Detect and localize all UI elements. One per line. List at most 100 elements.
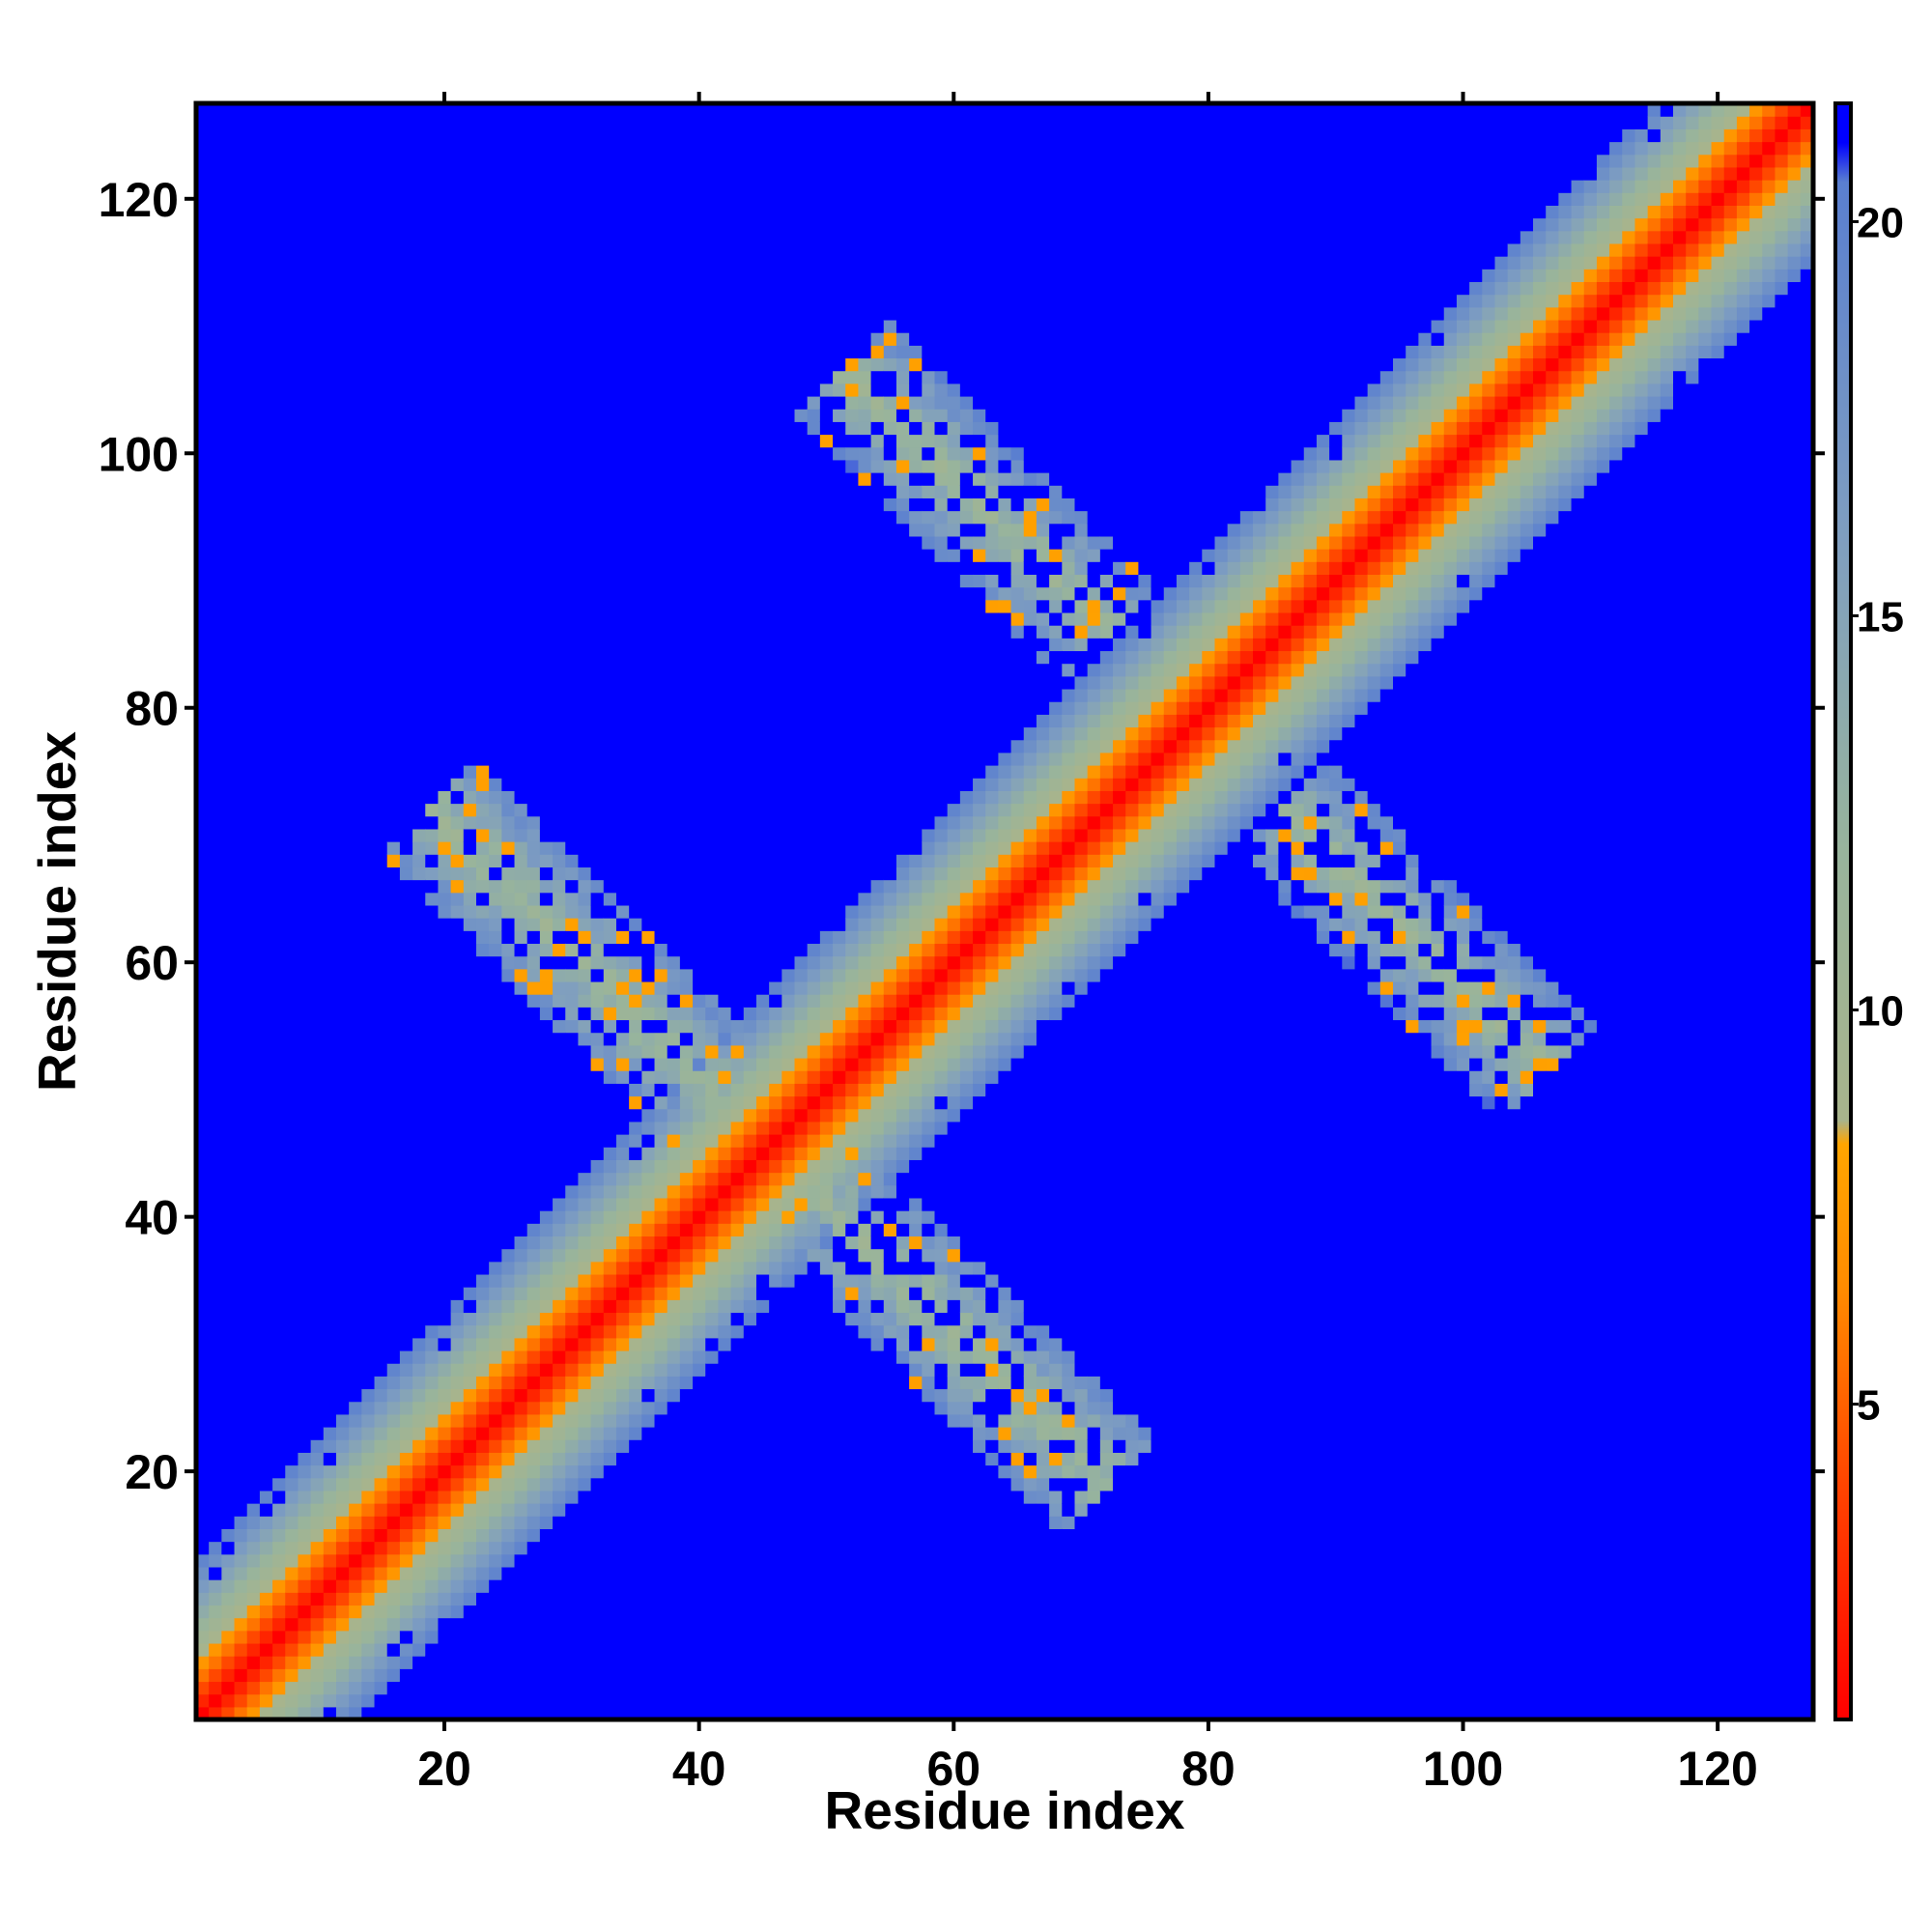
heatmap-cell	[399, 1299, 413, 1314]
heatmap-cell	[310, 1337, 325, 1351]
heatmap-cell	[425, 688, 440, 702]
heatmap-cell	[209, 306, 222, 321]
heatmap-cell	[539, 1223, 554, 1237]
heatmap-cell	[667, 154, 681, 168]
heatmap-cell	[514, 1605, 528, 1619]
heatmap-cell	[298, 1236, 312, 1250]
heatmap-cell	[259, 1210, 273, 1224]
heatmap-cell	[361, 815, 376, 830]
heatmap-cell	[209, 497, 222, 512]
heatmap-cell	[209, 1452, 222, 1466]
heatmap-cell	[209, 663, 222, 677]
heatmap-cell	[514, 980, 528, 995]
heatmap-cell	[221, 116, 236, 129]
heatmap-cell	[323, 955, 337, 970]
heatmap-cell	[412, 675, 426, 690]
heatmap-cell	[578, 918, 592, 931]
heatmap-cell	[475, 1057, 490, 1071]
heatmap-cell	[335, 1642, 350, 1657]
heatmap-cell	[246, 1261, 261, 1275]
heatmap-cell	[667, 1057, 681, 1071]
heatmap-cell	[234, 752, 248, 766]
heatmap-cell	[578, 1617, 592, 1632]
heatmap-cell	[386, 1706, 401, 1720]
heatmap-cell	[590, 1363, 605, 1377]
heatmap-cell	[335, 1299, 350, 1314]
heatmap-cell	[259, 1528, 273, 1543]
heatmap-cell	[196, 968, 210, 982]
heatmap-cell	[285, 1095, 299, 1110]
heatmap-cell	[425, 1681, 440, 1695]
heatmap-cell	[425, 1210, 440, 1224]
heatmap-cell	[553, 485, 566, 498]
heatmap-cell	[335, 1452, 350, 1466]
heatmap-cell	[641, 778, 656, 791]
heatmap-cell	[667, 357, 681, 372]
heatmap-cell	[285, 549, 299, 562]
heatmap-cell	[679, 1388, 694, 1403]
heatmap-cell	[526, 1681, 541, 1695]
heatmap-cell	[578, 116, 592, 129]
heatmap-cell	[221, 867, 236, 881]
heatmap-cell	[272, 1413, 286, 1428]
heatmap-cell	[475, 1427, 490, 1440]
heatmap-cell	[463, 1668, 477, 1683]
heatmap-cell	[450, 269, 465, 283]
heatmap-cell	[349, 611, 362, 626]
heatmap-cell	[489, 1273, 502, 1288]
heatmap-cell	[578, 574, 592, 588]
heatmap-cell	[641, 638, 656, 652]
heatmap-cell	[629, 663, 642, 677]
heatmap-cell	[285, 242, 299, 257]
heatmap-cell	[615, 778, 630, 791]
heatmap-cell	[501, 892, 516, 906]
heatmap-cell	[335, 1210, 350, 1224]
heatmap-cell	[526, 154, 541, 168]
heatmap-cell	[234, 523, 248, 537]
heatmap-cell	[489, 1706, 502, 1720]
heatmap-cell	[335, 409, 350, 422]
heatmap-cell	[438, 1299, 452, 1314]
heatmap-cell	[335, 688, 350, 702]
heatmap-cell	[578, 1248, 592, 1263]
heatmap-cell	[463, 980, 477, 995]
heatmap-cell	[399, 306, 413, 321]
heatmap-cell	[615, 828, 630, 842]
heatmap-cell	[259, 370, 273, 384]
heatmap-cell	[386, 1134, 401, 1148]
heatmap-cell	[221, 166, 236, 181]
heatmap-cell	[603, 675, 617, 690]
heatmap-cell	[526, 1439, 541, 1453]
heatmap-cell	[259, 1350, 273, 1364]
heatmap-cell	[298, 1324, 312, 1339]
heatmap-cell	[221, 1159, 236, 1174]
heatmap-cell	[246, 561, 261, 576]
heatmap-cell	[310, 650, 325, 665]
heatmap-cell	[399, 1324, 413, 1339]
heatmap-cell	[361, 230, 376, 244]
heatmap-cell	[501, 968, 516, 982]
heatmap-cell	[654, 1159, 668, 1174]
heatmap-cell	[361, 141, 376, 156]
heatmap-cell	[285, 1427, 299, 1440]
heatmap-cell	[667, 1503, 681, 1517]
heatmap-cell	[578, 1134, 592, 1148]
heatmap-cell	[399, 841, 413, 855]
heatmap-cell	[629, 675, 642, 690]
heatmap-cell	[463, 625, 477, 639]
heatmap-cell	[553, 1490, 566, 1504]
heatmap-cell	[272, 1516, 286, 1529]
heatmap-cell	[667, 638, 681, 652]
heatmap-cell	[209, 638, 222, 652]
heatmap-cell	[259, 815, 273, 830]
heatmap-cell	[349, 306, 362, 321]
heatmap-cell	[259, 955, 273, 970]
heatmap-cell	[425, 1019, 440, 1034]
heatmap-cell	[412, 765, 426, 779]
heatmap-cell	[412, 345, 426, 359]
heatmap-cell	[615, 994, 630, 1008]
heatmap-cell	[489, 675, 502, 690]
heatmap-cell	[438, 663, 452, 677]
heatmap-cell	[463, 1464, 477, 1479]
heatmap-cell	[693, 1516, 706, 1529]
